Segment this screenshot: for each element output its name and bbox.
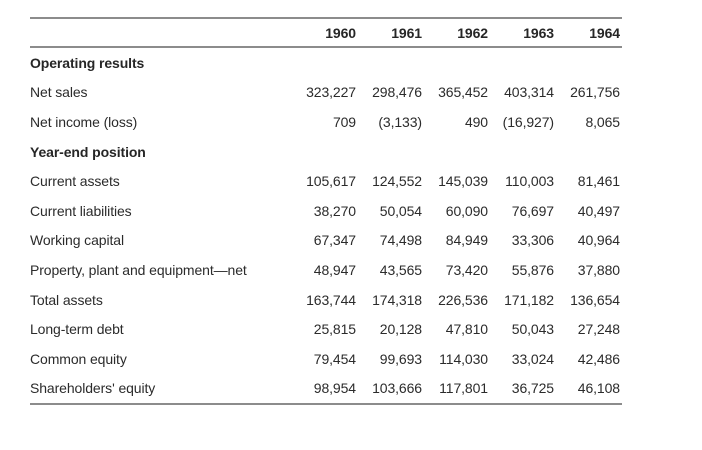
table-row: Current liabilities 38,270 50,054 60,090 76,… — [30, 196, 622, 226]
row-value: 67,347 — [313, 232, 356, 249]
row-value: 74,498 — [379, 232, 422, 249]
row-value: 298,476 — [372, 84, 422, 101]
section-header-label: Year-end position — [30, 143, 146, 160]
row-label: Total assets — [30, 291, 103, 308]
row-value: 709 — [332, 113, 356, 130]
row-value: 365,452 — [438, 84, 488, 101]
row-value: 20,128 — [379, 321, 422, 338]
table-row: Common equity 79,454 99,693 114,030 33,024 42… — [30, 344, 622, 374]
row-label: Working capital — [30, 232, 124, 249]
row-value: (3,133) — [378, 113, 422, 130]
section-header-row: Operating results — [30, 48, 622, 78]
column-header-year: 1962 — [457, 24, 488, 41]
row-value: 117,801 — [439, 380, 488, 397]
row-value: 81,461 — [577, 173, 620, 190]
row-value: 36,725 — [511, 380, 554, 397]
financial-table: 1960 1961 1962 1963 1964 Operating results Ne… — [30, 17, 622, 406]
row-value: 403,314 — [504, 84, 554, 101]
row-value: 323,227 — [306, 84, 356, 101]
row-value: 84,949 — [445, 232, 488, 249]
row-value: 110,003 — [505, 173, 554, 190]
column-header-year: 1961 — [391, 24, 422, 41]
row-value: 48,947 — [313, 261, 356, 278]
row-value: 163,744 — [306, 291, 356, 308]
row-label: Net income (loss) — [30, 113, 138, 130]
row-value: 47,810 — [445, 321, 488, 338]
row-value: 226,536 — [438, 291, 488, 308]
row-value: 60,090 — [445, 202, 488, 219]
table-row: Working capital 67,347 74,498 84,949 33,306 4… — [30, 226, 622, 256]
row-value: 37,880 — [577, 261, 620, 278]
row-value: 38,270 — [313, 202, 356, 219]
row-value: 76,697 — [511, 202, 554, 219]
row-value: 40,964 — [577, 232, 620, 249]
row-value: 73,420 — [445, 261, 488, 278]
column-header-year: 1960 — [325, 24, 356, 41]
row-value: 136,654 — [570, 291, 620, 308]
row-label: Current liabilities — [30, 202, 132, 219]
row-value: 174,318 — [372, 291, 422, 308]
row-value: 33,306 — [511, 232, 554, 249]
row-value: 42,486 — [577, 350, 620, 367]
table-row: Net sales 323,227 298,476 365,452 403,314 261… — [30, 78, 622, 108]
row-value: 490 — [464, 113, 488, 130]
table-body: Operating results Net sales 323,227 298,476… — [30, 48, 622, 406]
table-row: Current assets 105,617 124,552 145,039 110,0… — [30, 166, 622, 196]
row-value: 79,454 — [313, 350, 356, 367]
row-value: 40,497 — [577, 202, 620, 219]
row-value: 33,024 — [511, 350, 554, 367]
row-value: 105,617 — [306, 173, 356, 190]
row-value: 43,565 — [379, 261, 422, 278]
column-header-year: 1964 — [589, 24, 620, 41]
row-value: 124,552 — [372, 173, 422, 190]
column-header-year: 1963 — [523, 24, 554, 41]
row-value: 8,065 — [585, 113, 620, 130]
row-value: 145,039 — [438, 173, 488, 190]
row-value: (16,927) — [502, 113, 554, 130]
row-label: Net sales — [30, 84, 88, 101]
row-value: 171,182 — [504, 291, 554, 308]
row-value: 55,876 — [511, 261, 554, 278]
row-label: Long-term debt — [30, 321, 124, 338]
table-row: Total assets 163,744 174,318 226,536 171,182… — [30, 285, 622, 315]
row-value: 99,693 — [379, 350, 422, 367]
row-value: 27,248 — [577, 321, 620, 338]
row-value: 50,054 — [379, 202, 422, 219]
row-label: Shareholders' equity — [30, 380, 156, 397]
row-value: 261,756 — [570, 84, 620, 101]
section-header-row: Year-end position — [30, 137, 622, 167]
table-row: Net income (loss) 709 (3,133) 490 (16,927) 8,… — [30, 107, 622, 137]
table-row: Long-term debt 25,815 20,128 47,810 50,043 27… — [30, 314, 622, 344]
table-row: Property, plant and equipment—net 48,947 4… — [30, 255, 622, 285]
row-value: 103,666 — [372, 380, 422, 397]
row-value: 98,954 — [313, 380, 356, 397]
row-value: 46,108 — [577, 380, 620, 397]
row-label: Current assets — [30, 173, 120, 190]
row-value: 25,815 — [313, 321, 356, 338]
row-value: 114,030 — [439, 350, 488, 367]
section-header-label: Operating results — [30, 54, 145, 71]
table-row: Shareholders' equity 98,954 103,666 117,801… — [30, 374, 622, 404]
row-label: Property, plant and equipment—net — [30, 261, 247, 278]
table-header-row: 1960 1961 1962 1963 1964 — [30, 19, 622, 48]
row-label: Common equity — [30, 350, 127, 367]
row-value: 50,043 — [511, 321, 554, 338]
